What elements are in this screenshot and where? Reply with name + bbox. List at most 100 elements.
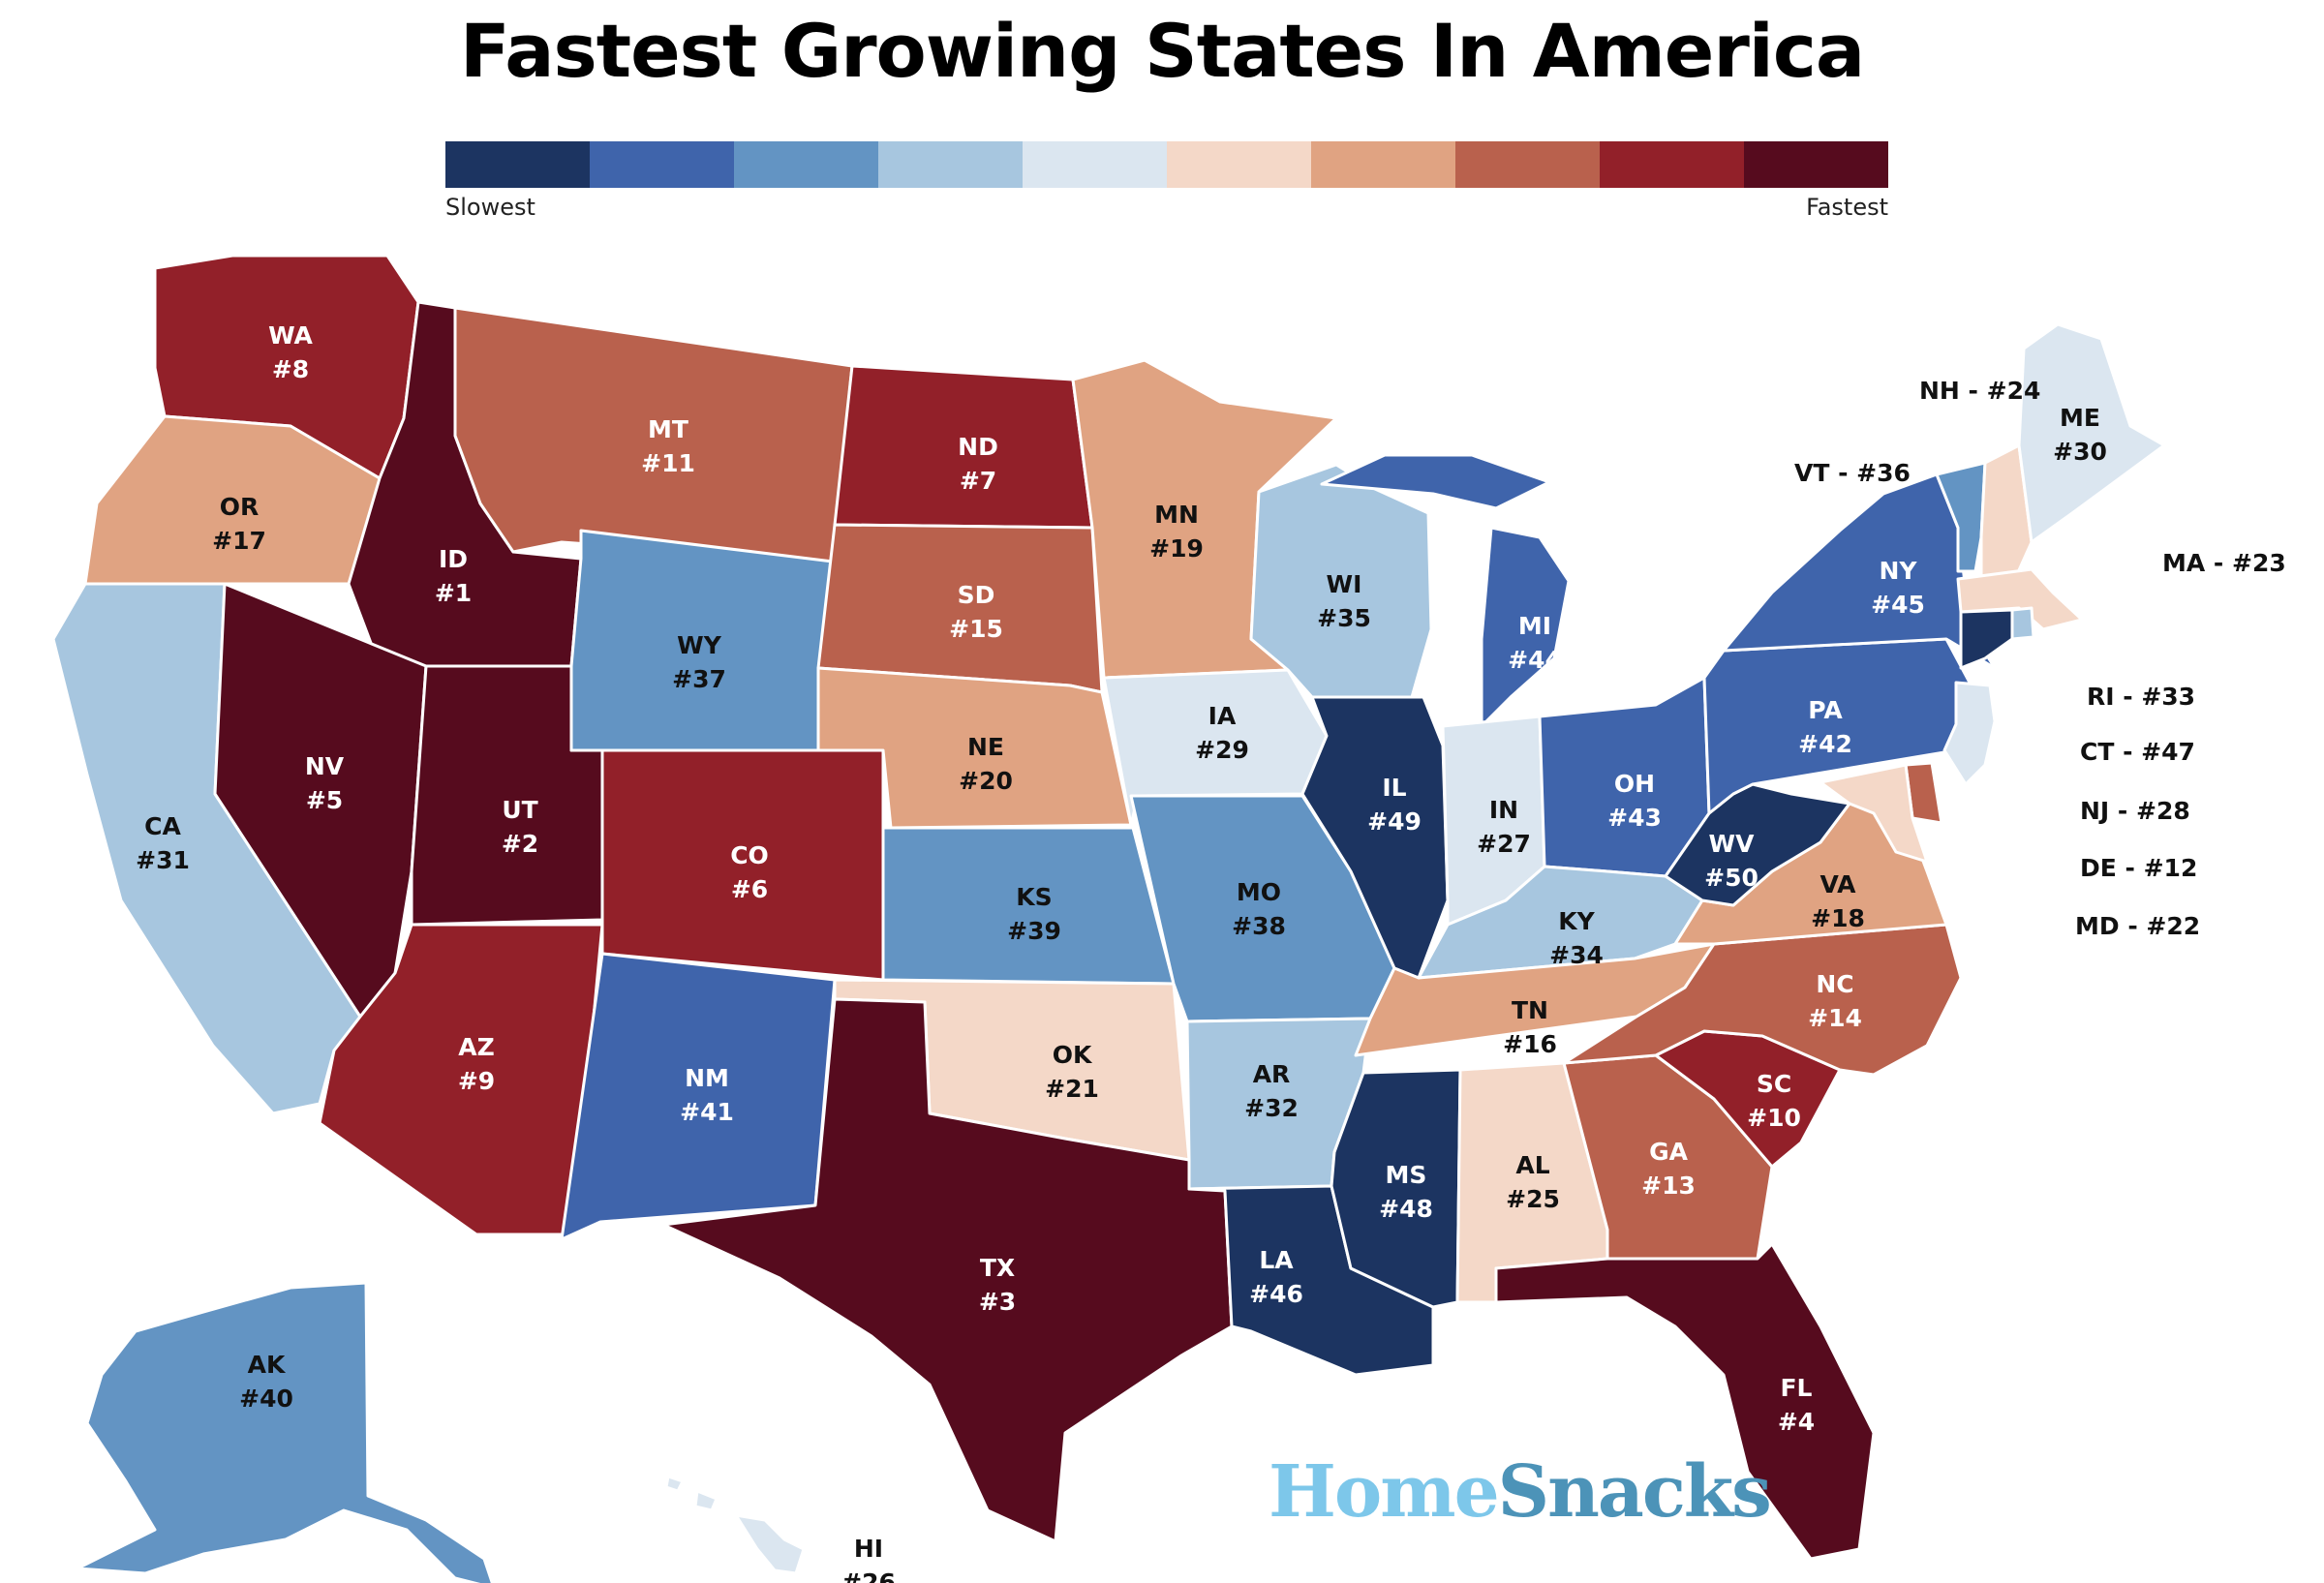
state-rank: #18	[1811, 904, 1865, 932]
state-rank: #15	[949, 615, 1003, 643]
state-rank: #1	[435, 579, 472, 607]
state-RI[interactable]	[2010, 606, 2035, 641]
label-NV: NV #5	[305, 752, 345, 814]
state-abbr: IL	[1382, 774, 1406, 802]
label-AL: AL #25	[1506, 1151, 1560, 1213]
label-WV: WV #50	[1704, 830, 1758, 892]
legend-swatch-0	[445, 141, 590, 188]
label-AZ: AZ #9	[458, 1033, 495, 1095]
label-NM: NM #41	[680, 1064, 734, 1126]
state-abbr: ND	[958, 433, 998, 461]
state-TX[interactable]	[661, 997, 1234, 1543]
legend-swatch-5	[1167, 141, 1311, 188]
state-ME[interactable]	[2017, 322, 2166, 544]
state-abbr: CA	[144, 812, 181, 840]
label-OH: OH #43	[1607, 770, 1662, 832]
label-ME: ME #30	[2053, 404, 2107, 466]
state-rank: #31	[136, 846, 190, 874]
state-abbr: ME	[2060, 404, 2100, 432]
state-MI[interactable]	[1320, 453, 1571, 728]
state-rank: #29	[1195, 736, 1249, 764]
label-CO: CO #6	[730, 841, 769, 903]
state-rank: #37	[672, 665, 726, 693]
legend-swatch-2	[734, 141, 878, 188]
label-SC: SC #10	[1747, 1070, 1801, 1132]
state-rank: #7	[960, 467, 996, 495]
state-abbr: KS	[1016, 883, 1052, 911]
label-WI: WI #35	[1317, 570, 1371, 632]
label-NY: NY #45	[1871, 557, 1925, 619]
state-abbr: PA	[1808, 696, 1843, 724]
state-abbr: GA	[1649, 1138, 1689, 1166]
callout-MA: MA - #23	[2162, 549, 2286, 577]
state-rank: #20	[959, 767, 1013, 795]
state-abbr: WI	[1327, 570, 1362, 598]
homesnacks-logo: HomeSnacks	[1269, 1450, 1772, 1534]
state-abbr: TX	[980, 1254, 1015, 1282]
state-abbr: FL	[1780, 1374, 1812, 1402]
state-abbr: NV	[305, 752, 345, 780]
state-rank: #41	[680, 1098, 734, 1126]
state-rank: #4	[1778, 1408, 1815, 1436]
state-abbr: MO	[1237, 878, 1281, 906]
state-rank: #13	[1641, 1172, 1696, 1200]
label-LA: LA #46	[1249, 1246, 1303, 1308]
state-rank: #40	[239, 1385, 293, 1413]
state-abbr: NY	[1879, 557, 1917, 585]
state-abbr: OK	[1053, 1041, 1093, 1069]
label-IN: IN #27	[1477, 796, 1531, 858]
state-abbr: AZ	[458, 1033, 494, 1061]
state-KY[interactable]	[1417, 865, 1704, 980]
state-rank: #26	[841, 1568, 896, 1583]
state-abbr: AR	[1253, 1060, 1291, 1088]
label-ID: ID #1	[435, 545, 472, 607]
state-rank: #32	[1244, 1094, 1299, 1122]
state-NM[interactable]	[560, 952, 837, 1241]
label-CA: CA #31	[136, 812, 190, 874]
callout-NJ: NJ - #28	[2080, 797, 2190, 825]
label-WA: WA #8	[268, 321, 313, 383]
label-PA: PA #42	[1798, 696, 1852, 758]
label-HI: HI #26	[841, 1535, 896, 1583]
state-rank: #8	[272, 355, 309, 383]
legend-swatch-3	[878, 141, 1023, 188]
state-rank: #6	[731, 875, 768, 903]
label-OK: OK #21	[1045, 1041, 1099, 1103]
state-rank: #19	[1149, 534, 1204, 563]
state-abbr: MI	[1518, 612, 1551, 640]
state-rank: #46	[1249, 1280, 1303, 1308]
state-FL[interactable]	[1494, 1242, 1876, 1561]
label-VA: VA #18	[1811, 870, 1865, 932]
state-abbr: NC	[1816, 970, 1853, 998]
state-abbr: CO	[730, 841, 769, 869]
state-abbr: OH	[1614, 770, 1655, 798]
state-NJ[interactable]	[1942, 681, 1997, 786]
legend-swatch-6	[1311, 141, 1455, 188]
state-abbr: UT	[502, 796, 537, 824]
logo-part-snacks: Snacks	[1497, 1450, 1772, 1534]
state-abbr: AL	[1515, 1151, 1549, 1179]
label-MT: MT #11	[641, 415, 695, 477]
state-rank: #11	[641, 449, 695, 477]
state-rank: #10	[1747, 1104, 1801, 1132]
state-CT[interactable]	[1959, 608, 2014, 670]
state-MD[interactable]	[1819, 763, 1929, 864]
state-abbr: LA	[1259, 1246, 1294, 1274]
label-FL: FL #4	[1778, 1374, 1815, 1436]
state-abbr: HI	[854, 1535, 883, 1563]
label-NE: NE #20	[959, 733, 1013, 795]
state-HI[interactable]	[664, 1475, 806, 1575]
legend-high-label: Fastest	[1806, 194, 1888, 221]
state-abbr: KY	[1558, 907, 1595, 935]
state-rank: #30	[2053, 438, 2107, 466]
label-TN: TN #16	[1503, 996, 1557, 1058]
legend-low-label: Slowest	[445, 194, 535, 221]
state-abbr: MT	[648, 415, 688, 443]
legend-swatch-1	[590, 141, 734, 188]
state-rank: #38	[1232, 912, 1286, 940]
state-rank: #45	[1871, 591, 1925, 619]
state-AK[interactable]	[76, 1281, 494, 1583]
state-rank: #2	[502, 830, 538, 858]
state-rank: #35	[1317, 604, 1371, 632]
